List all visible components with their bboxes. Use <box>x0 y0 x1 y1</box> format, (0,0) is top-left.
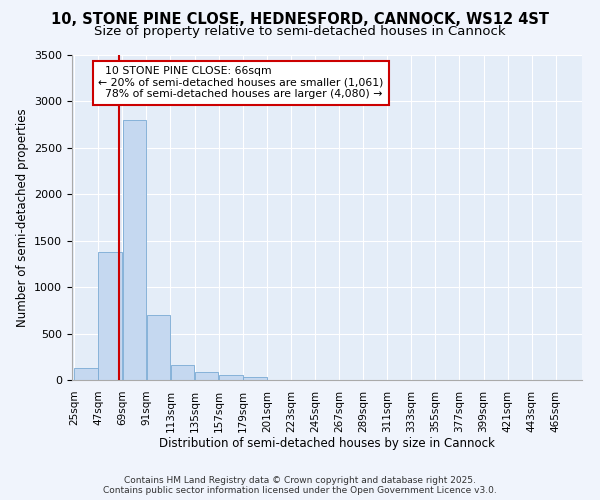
Bar <box>74 368 98 380</box>
Text: Size of property relative to semi-detached houses in Cannock: Size of property relative to semi-detach… <box>94 25 506 38</box>
Text: 10 STONE PINE CLOSE: 66sqm
← 20% of semi-detached houses are smaller (1,061)
  7: 10 STONE PINE CLOSE: 66sqm ← 20% of semi… <box>98 66 383 100</box>
Bar <box>170 365 194 380</box>
Bar <box>219 376 242 380</box>
Bar <box>98 252 122 380</box>
Bar <box>243 377 266 380</box>
Text: Contains HM Land Registry data © Crown copyright and database right 2025.
Contai: Contains HM Land Registry data © Crown c… <box>103 476 497 495</box>
X-axis label: Distribution of semi-detached houses by size in Cannock: Distribution of semi-detached houses by … <box>159 438 495 450</box>
Text: 10, STONE PINE CLOSE, HEDNESFORD, CANNOCK, WS12 4ST: 10, STONE PINE CLOSE, HEDNESFORD, CANNOC… <box>51 12 549 28</box>
Bar <box>122 120 146 380</box>
Bar <box>195 372 218 380</box>
Bar <box>146 315 170 380</box>
Y-axis label: Number of semi-detached properties: Number of semi-detached properties <box>16 108 29 327</box>
